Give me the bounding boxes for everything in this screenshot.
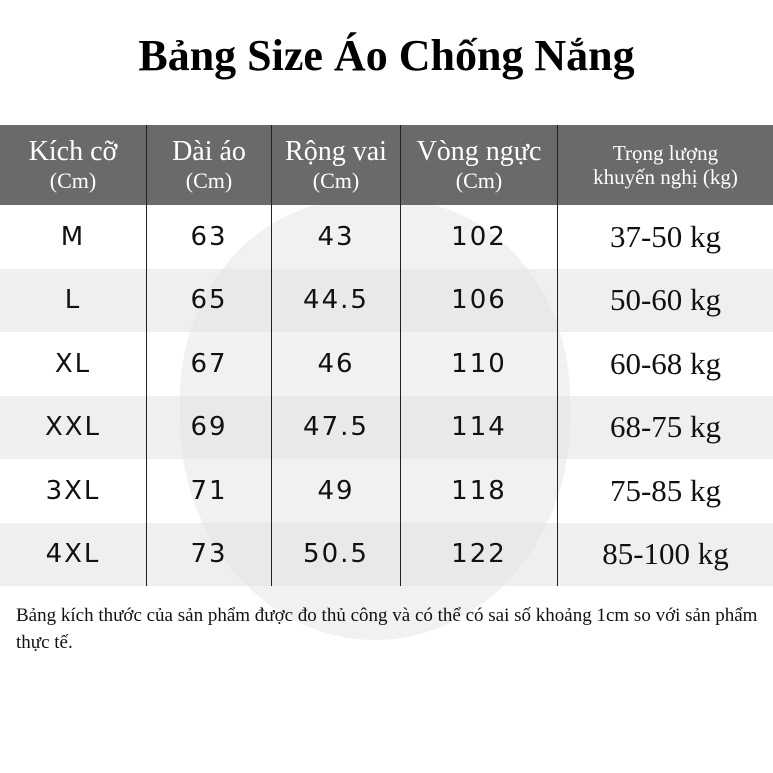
cell-weight: 50-60 kg [609, 282, 722, 318]
cell-chest: 102 [401, 205, 558, 269]
page-title: Bảng Size Áo Chống Nắng [138, 31, 635, 80]
cell-shoulder: 47.5 [272, 395, 401, 459]
cell-chest: 114 [401, 395, 558, 459]
cell-shoulder: 46 [272, 332, 401, 396]
table-row: 3XL 71 49 118 75-85 kg [0, 459, 773, 523]
cell-weight: 60-68 kg [609, 345, 722, 381]
cell-weight: 75-85 kg [609, 472, 722, 508]
cell-length: 63 [147, 205, 272, 269]
table-row: XL 67 46 110 60-68 kg [0, 332, 773, 396]
header-label: Kích cỡ [28, 136, 118, 168]
cell-shoulder: 50.5 [272, 522, 401, 586]
size-table: Kích cỡ (Cm) Dài áo (Cm) Rộng vai (Cm) Vòng… [0, 125, 773, 586]
cell-weight: 68-75 kg [609, 409, 722, 445]
cell-size: 3XL [0, 459, 147, 523]
header-chest: Vòng ngực (Cm) [401, 125, 558, 205]
header-unit: (Cm) [312, 168, 360, 194]
disclaimer-note: Bảng kích thước của sản phẩm được đo thủ… [16, 605, 758, 653]
header-label: Vòng ngực [416, 136, 542, 168]
header-shoulder: Rộng vai (Cm) [272, 125, 401, 205]
cell-size: XL [0, 332, 147, 396]
cell-shoulder: 49 [272, 459, 401, 523]
header-unit: (Cm) [185, 168, 233, 194]
table-row: M 63 43 102 37-50 kg [0, 205, 773, 269]
header-length: Dài áo (Cm) [147, 125, 272, 205]
header-unit: (Cm) [455, 168, 503, 194]
cell-size: L [0, 268, 147, 332]
table-row: XXL 69 47.5 114 68-75 kg [0, 395, 773, 459]
cell-shoulder: 44.5 [272, 268, 401, 332]
header-size: Kích cỡ (Cm) [0, 125, 147, 205]
header-label: Trọng lượng [612, 140, 719, 165]
cell-length: 69 [147, 395, 272, 459]
cell-chest: 118 [401, 459, 558, 523]
cell-size: XXL [0, 395, 147, 459]
cell-size: 4XL [0, 522, 147, 586]
cell-chest: 106 [401, 268, 558, 332]
cell-chest: 110 [401, 332, 558, 396]
header-unit: khuyến nghị (kg) [593, 165, 738, 189]
cell-chest: 122 [401, 522, 558, 586]
table-header: Kích cỡ (Cm) Dài áo (Cm) Rộng vai (Cm) Vòng… [0, 125, 773, 205]
cell-length: 65 [147, 268, 272, 332]
cell-shoulder: 43 [272, 205, 401, 269]
header-weight: Trọng lượng khuyến nghị (kg) [558, 125, 773, 205]
header-unit: (Cm) [49, 168, 97, 194]
table-row: L 65 44.5 106 50-60 kg [0, 268, 773, 332]
cell-size: M [0, 205, 147, 269]
cell-length: 73 [147, 522, 272, 586]
cell-weight: 85-100 kg [602, 536, 729, 572]
cell-length: 71 [147, 459, 272, 523]
table-row: 4XL 73 50.5 122 85-100 kg [0, 522, 773, 586]
cell-weight: 37-50 kg [609, 218, 722, 254]
cell-length: 67 [147, 332, 272, 396]
header-label: Dài áo [172, 136, 246, 168]
header-label: Rộng vai [285, 136, 387, 168]
